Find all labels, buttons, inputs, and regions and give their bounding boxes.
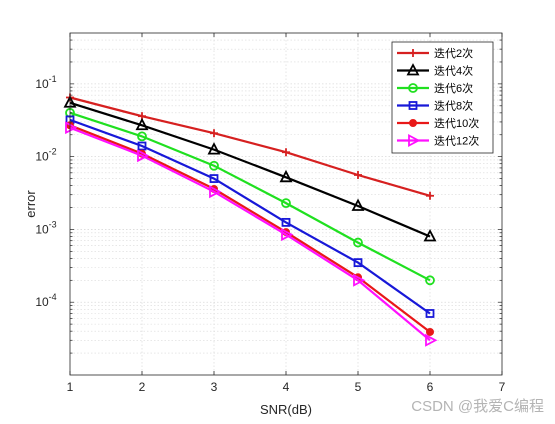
marker-triangle-right	[137, 149, 150, 163]
legend-entry: 迭代8次	[397, 99, 473, 113]
marker-dot	[426, 327, 434, 336]
marker-plus	[354, 170, 362, 179]
y-axis-label: error	[23, 190, 38, 218]
marker-triangle	[351, 198, 365, 211]
marker-triangle-right	[65, 121, 78, 135]
legend-label: 迭代6次	[434, 81, 473, 95]
marker-triangle	[135, 117, 149, 131]
marker-plus	[210, 129, 218, 138]
marker-square	[408, 101, 418, 110]
legend-label: 迭代4次	[434, 64, 473, 78]
marker-plus	[426, 191, 434, 200]
legend-label: 迭代12次	[434, 134, 479, 148]
x-tick-label: 7	[499, 380, 506, 394]
x-tick-label: 5	[355, 380, 362, 394]
series-line	[69, 111, 431, 282]
marker-square	[353, 258, 363, 268]
marker-plus	[282, 148, 290, 157]
marker-triangle	[406, 63, 420, 76]
marker-square	[209, 174, 219, 183]
marker-circle	[281, 198, 291, 209]
legend-box	[391, 41, 494, 154]
y-tick-label: 10-1	[35, 74, 56, 91]
marker-circle	[353, 237, 363, 248]
marker-triangle	[423, 229, 437, 242]
marker-square	[425, 309, 435, 318]
marker-circle	[137, 131, 147, 142]
y-tick-label: 10-4	[35, 292, 56, 309]
x-tick-label: 1	[67, 380, 74, 394]
marker-square	[281, 217, 291, 227]
marker-circle	[408, 83, 418, 93]
marker-triangle-right	[425, 333, 438, 347]
marker-triangle-right	[353, 273, 366, 287]
legend-label: 迭代10次	[434, 116, 479, 130]
y-tick-label: 10-2	[35, 147, 56, 164]
series-line	[69, 126, 431, 342]
series-6	[65, 121, 438, 347]
legend-label: 迭代2次	[434, 46, 473, 60]
series-line	[69, 101, 431, 238]
marker-triangle	[279, 169, 293, 183]
series-2	[63, 95, 437, 242]
series-3	[65, 107, 435, 286]
series-4	[65, 115, 435, 318]
x-tick-label: 2	[139, 380, 146, 394]
marker-square	[137, 141, 147, 151]
marker-triangle-right	[408, 134, 421, 147]
x-tick-label: 3	[211, 380, 218, 394]
x-tick-label: 4	[283, 380, 290, 394]
series-line	[69, 118, 431, 315]
legend-entry: 迭代4次	[397, 63, 473, 78]
legend-label: 迭代8次	[434, 99, 473, 113]
x-axis-label: SNR(dB)	[260, 402, 312, 417]
series-layer	[63, 93, 438, 347]
legend-entry: 迭代2次	[397, 46, 473, 60]
marker-circle	[425, 275, 435, 286]
legend-entry: 迭代10次	[397, 116, 479, 130]
marker-triangle-right	[281, 228, 294, 242]
legend-entry: 迭代12次	[397, 134, 479, 148]
marker-plus	[409, 49, 417, 57]
marker-circle	[209, 160, 219, 171]
y-tick-label: 10-3	[35, 219, 56, 236]
marker-triangle	[207, 142, 221, 155]
ticks: 1 2 3 4 5 6 7 10-1 10-2 10-3 10-4	[35, 33, 506, 394]
watermark: CSDN @我爱C编程	[411, 398, 544, 415]
legend-entry: 迭代6次	[397, 81, 473, 95]
marker-triangle-right	[209, 185, 222, 199]
marker-dot	[409, 119, 417, 127]
x-tick-label: 6	[427, 380, 434, 394]
series-line	[69, 96, 431, 197]
series-line	[69, 124, 431, 333]
